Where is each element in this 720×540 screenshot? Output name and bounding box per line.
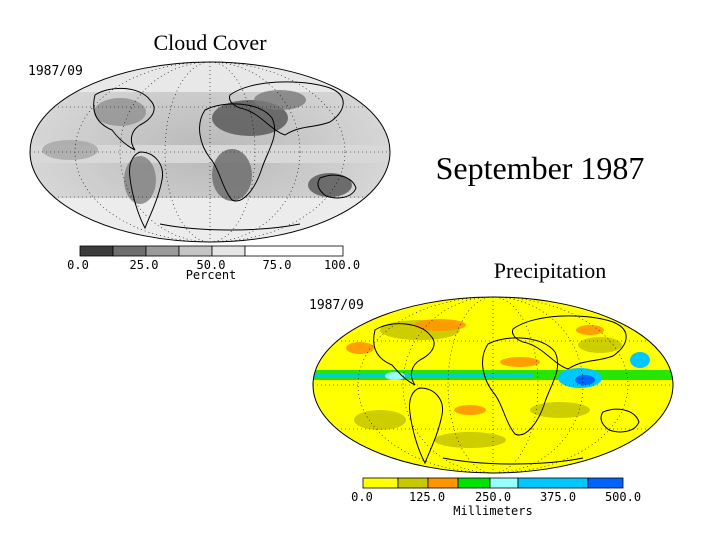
precipitation-legend (362, 477, 624, 489)
precip-legend-tick-3: 375.0 (539, 490, 577, 504)
cloud-cover-title: Cloud Cover (153, 30, 267, 55)
cloud-map-date: 1987/09 (28, 64, 83, 79)
cloud-legend-tick-3: 75.0 (262, 258, 292, 272)
precipitation-title: Precipitation (493, 258, 607, 283)
precip-legend-tick-0: 0.0 (351, 490, 373, 504)
precip-legend-tick-1: 125.0 (408, 490, 446, 504)
precip-map-date: 1987/09 (309, 298, 364, 313)
precip-legend-unit: Millimeters (453, 504, 533, 518)
page-title: September 1987 (435, 150, 645, 186)
cloud-legend-unit: Percent (185, 268, 237, 282)
precip-legend-tick-2: 250.0 (474, 490, 512, 504)
cloud-legend-tick-0: 0.0 (67, 258, 89, 272)
cloud-cover-legend (79, 245, 344, 257)
precip-legend-tick-4: 500.0 (604, 490, 642, 504)
cloud-legend-tick-2: 50.0 (196, 258, 226, 272)
cloud-legend-tick-1: 25.0 (129, 258, 159, 272)
cloud-legend-tick-4: 100.0 (323, 258, 361, 272)
